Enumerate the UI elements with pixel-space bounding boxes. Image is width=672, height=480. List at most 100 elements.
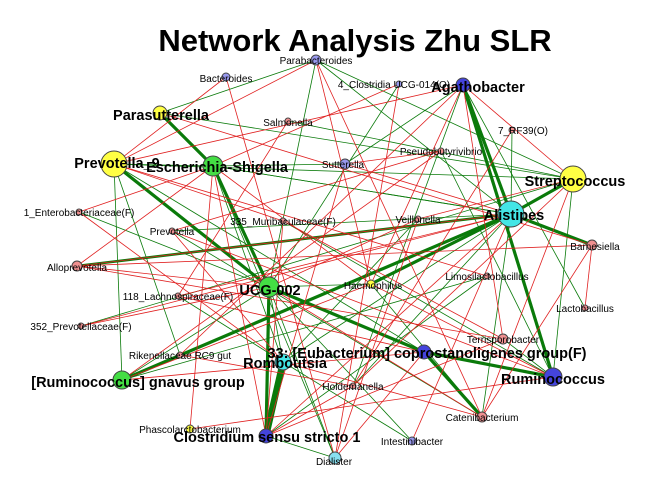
edge-gnavus-haemophilus — [121, 283, 372, 381]
edge-prevotellaceae-ucg002 — [80, 286, 270, 327]
node-parasutterella — [152, 105, 168, 121]
edge-muribaculaceae-ruminococcus — [282, 220, 554, 378]
node-label-clostridium: Clostridium sensu stricto 1 — [174, 430, 361, 446]
edge-enterobacteriaceae-ucg002 — [78, 211, 270, 288]
node-label-enterobacteriaceae: 1_Enterobacteriaceae(F) — [24, 208, 135, 219]
edge-alistipes-intestinibacter — [411, 213, 512, 442]
node-label-prevotellaceae: 352_Prevotellaceae(F) — [30, 322, 131, 333]
node-label-agathobacter: Agathobacter — [431, 80, 525, 96]
edge-streptococcus-veillonella — [417, 178, 574, 220]
node-clostridia — [395, 80, 403, 88]
edge-limosilactobacillus-prevotella9 — [113, 163, 488, 277]
edge-romboutsia-intestinibacter — [282, 361, 413, 442]
edge-alistipes-clostridium — [265, 213, 512, 437]
node-rf39 — [508, 126, 516, 134]
edge-alistipes-holdemanella — [352, 213, 512, 387]
node-layer — [71, 54, 598, 465]
node-parabacteroides — [310, 54, 322, 66]
edge-pseudobutyrivibrio-ruminococcus — [440, 150, 554, 378]
edge-bacteroides-dialister — [225, 76, 336, 459]
edge-terrisporobacter-clostridium — [265, 338, 504, 437]
edge-lachnospiraceae-eubacterium — [177, 295, 425, 353]
edge-prevotella-romboutsia — [171, 230, 284, 363]
edge-parasutterella-streptococcus — [159, 112, 574, 180]
edge-parabacteroides-prevotella9 — [113, 59, 317, 165]
node-label-eubacterium: 33: [Eubacterium] coprostanoligenes grou… — [267, 346, 586, 362]
edge-muribaculaceae-terrisporobacter — [282, 220, 504, 340]
node-label-alistipes: Alistipes — [484, 208, 544, 224]
edge-alistipes-sutterella — [344, 163, 512, 215]
node-limosilactobacillus — [483, 272, 491, 280]
node-label-prevotella: Prevotella — [150, 227, 195, 238]
node-label-escherichia: Escherichia-Shigella — [146, 160, 289, 176]
edge-eubacterium-catenibacterium — [422, 350, 484, 419]
node-pseudobutyrivibrio — [437, 147, 445, 155]
edge-lactobacillus-barnesiella — [584, 244, 593, 309]
edge-gnavus-limosilactobacillus — [121, 275, 488, 381]
node-prevotella9 — [100, 150, 128, 178]
node-label-bacteroides: Bacteroides — [200, 74, 253, 85]
edge-parabacteroides-catenibacterium — [315, 59, 483, 418]
node-label-prevotella9: Prevotella_9 — [74, 156, 159, 172]
node-agathobacter — [455, 77, 471, 93]
node-label-streptococcus: Streptococcus — [525, 174, 626, 190]
node-enterobacteriaceae — [75, 208, 83, 216]
edge-lachnospiraceae-romboutsia — [177, 295, 284, 363]
edge-streptococcus-holdemanella — [352, 178, 574, 387]
edge-ucg002-dialister — [268, 286, 336, 459]
edge-escherichia-clostridium — [212, 165, 267, 437]
edge-layer — [76, 59, 593, 459]
node-veillonella — [414, 215, 422, 223]
node-intestinibacter — [407, 436, 417, 446]
node-salmonella — [284, 117, 292, 125]
node-label-lachnospiraceae: 118_Lachnospiraceae(F) — [123, 292, 233, 303]
node-label-rf39: 7_RF39(O) — [498, 126, 548, 137]
edge-escherichia-romboutsia — [212, 165, 284, 363]
node-label-alloprevotella: Alloprevotella — [47, 263, 107, 274]
edge-sutterella-agathobacter — [344, 84, 464, 165]
node-sutterella — [339, 158, 351, 170]
node-label-parasutterella: Parasutterella — [113, 108, 210, 124]
node-bacteroides — [221, 72, 231, 82]
node-gnavus — [112, 370, 132, 390]
node-alloprevotella — [71, 260, 83, 272]
edge-prevotella-ruminococcus — [171, 230, 554, 378]
node-label-ruminococcus: Ruminococcus — [501, 372, 605, 388]
edge-streptococcus-ruminococcus — [552, 178, 574, 378]
edge-ucg002-veillonella — [268, 218, 419, 288]
edge-ucg002-eubacterium — [268, 285, 425, 354]
edge-gnavus-alistipes — [121, 212, 512, 382]
edge-clostridium-dialister — [265, 435, 336, 459]
edge-clostridia-escherichia — [212, 83, 400, 167]
node-barnesiella — [586, 239, 598, 251]
edge-pseudobutyrivibrio-gnavus — [121, 150, 442, 381]
edge-terrisporobacter-ruminococcus — [502, 338, 554, 378]
node-label-gnavus: [Ruminococcus] gnavus group — [31, 375, 245, 391]
edge-parabacteroides-streptococcus — [315, 59, 574, 180]
node-label-rikenellaceae: Rikenellaceae RC9 gut — [129, 351, 232, 362]
edge-escherichia-ucg002 — [211, 165, 271, 288]
edge-gnavus-ucg002 — [121, 286, 270, 381]
edge-muribaculaceae-prevotella9 — [113, 163, 284, 222]
edge-clostridium-ucg002 — [264, 286, 271, 437]
node-streptococcus — [559, 165, 587, 193]
edge-agathobacter-streptococcus — [462, 84, 574, 180]
edge-sutterella-clostridium — [265, 163, 346, 437]
edge-dialister-eubacterium — [334, 351, 425, 459]
node-phascolarctobacterium — [185, 424, 195, 434]
node-label-clostridia: 4_Clostridia UCG-014(O) — [338, 80, 450, 91]
edge-agathobacter-haemophilus — [370, 84, 464, 285]
edge-rikenellaceae-agathobacter — [179, 84, 464, 356]
node-label-ucg002: UCG-002 — [239, 283, 300, 299]
edge-romboutsia-clostridium — [262, 361, 287, 437]
edge-alistipes-barnesiella — [510, 212, 593, 247]
edge-parabacteroides-parasutterella — [159, 59, 317, 114]
edge-ucg002-intestinibacter — [268, 286, 413, 442]
edge-phascolarctobacterium-escherichia — [189, 165, 214, 430]
edge-agathobacter-prevotella9 — [113, 84, 464, 165]
node-escherichia — [202, 155, 224, 177]
edge-catenibacterium-romboutsia — [282, 361, 483, 418]
edge-escherichia-alloprevotella — [76, 165, 214, 267]
